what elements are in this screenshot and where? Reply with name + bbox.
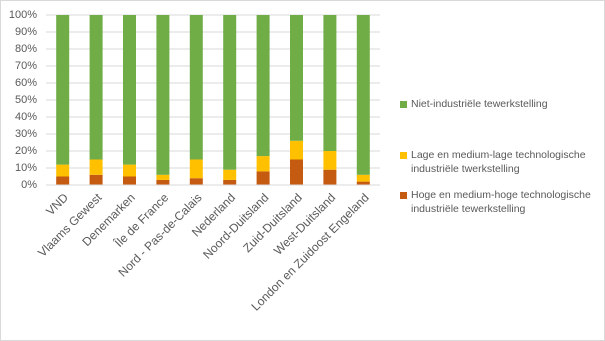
- bar-segment: [123, 15, 136, 165]
- y-tick-label: 60%: [15, 77, 37, 89]
- bar-segment: [89, 174, 103, 185]
- y-tick-label: 10%: [15, 162, 37, 174]
- bar-segment: [156, 174, 170, 180]
- bar-segment: [323, 169, 337, 185]
- bar-segment: [56, 15, 70, 165]
- bar-segment: [356, 174, 370, 182]
- legend-item: Hoge en medium-hoge technologische indus…: [400, 188, 595, 216]
- y-tick-label: 70%: [15, 60, 37, 72]
- y-tick-label: 100%: [9, 9, 37, 21]
- bar-segment: [356, 15, 370, 175]
- legend-label: Hoge en medium-hoge technologische indus…: [411, 189, 591, 215]
- bar-segment: [256, 156, 270, 172]
- bar-segment: [290, 140, 303, 160]
- bar-segment: [189, 159, 203, 179]
- bar-segment: [156, 15, 170, 175]
- legend-item: Niet-industriële tewerkstelling: [400, 97, 595, 111]
- bar-segment: [189, 178, 203, 185]
- bar-segment: [56, 164, 70, 177]
- y-tick-label: 0%: [21, 179, 37, 191]
- y-tick-label: 20%: [15, 145, 37, 157]
- bar-segment: [290, 15, 303, 141]
- legend-item: Lage en medium-lage technologische indus…: [400, 148, 595, 176]
- bar-segment: [256, 15, 270, 157]
- bar-segment: [223, 179, 237, 185]
- bar-segment: [356, 181, 370, 185]
- legend-swatch: [400, 192, 407, 199]
- bar-segment: [290, 159, 303, 185]
- bar-segment: [223, 15, 237, 170]
- bar-segment: [89, 159, 103, 175]
- legend-swatch: [400, 101, 407, 108]
- bar-segment: [123, 164, 136, 177]
- legend-label: Lage en medium-lage technologische indus…: [411, 149, 586, 175]
- bar-segment: [223, 169, 237, 180]
- bar-segment: [323, 151, 337, 170]
- bar-segment: [123, 176, 136, 185]
- legend-label: Niet-industriële tewerkstelling: [411, 98, 548, 110]
- bar-segment: [189, 15, 203, 160]
- y-tick-label: 90%: [15, 26, 37, 38]
- bar-segment: [256, 171, 270, 185]
- bar-segment: [156, 179, 170, 185]
- y-tick-label: 80%: [15, 43, 37, 55]
- bar-segment: [89, 15, 103, 160]
- x-tick-label: VND: [43, 190, 71, 218]
- bar-segment: [323, 15, 337, 151]
- y-tick-label: 40%: [15, 111, 37, 123]
- bar-segment: [56, 176, 70, 185]
- y-tick-label: 50%: [15, 94, 37, 106]
- y-tick-label: 30%: [15, 128, 37, 140]
- legend-swatch: [400, 152, 407, 159]
